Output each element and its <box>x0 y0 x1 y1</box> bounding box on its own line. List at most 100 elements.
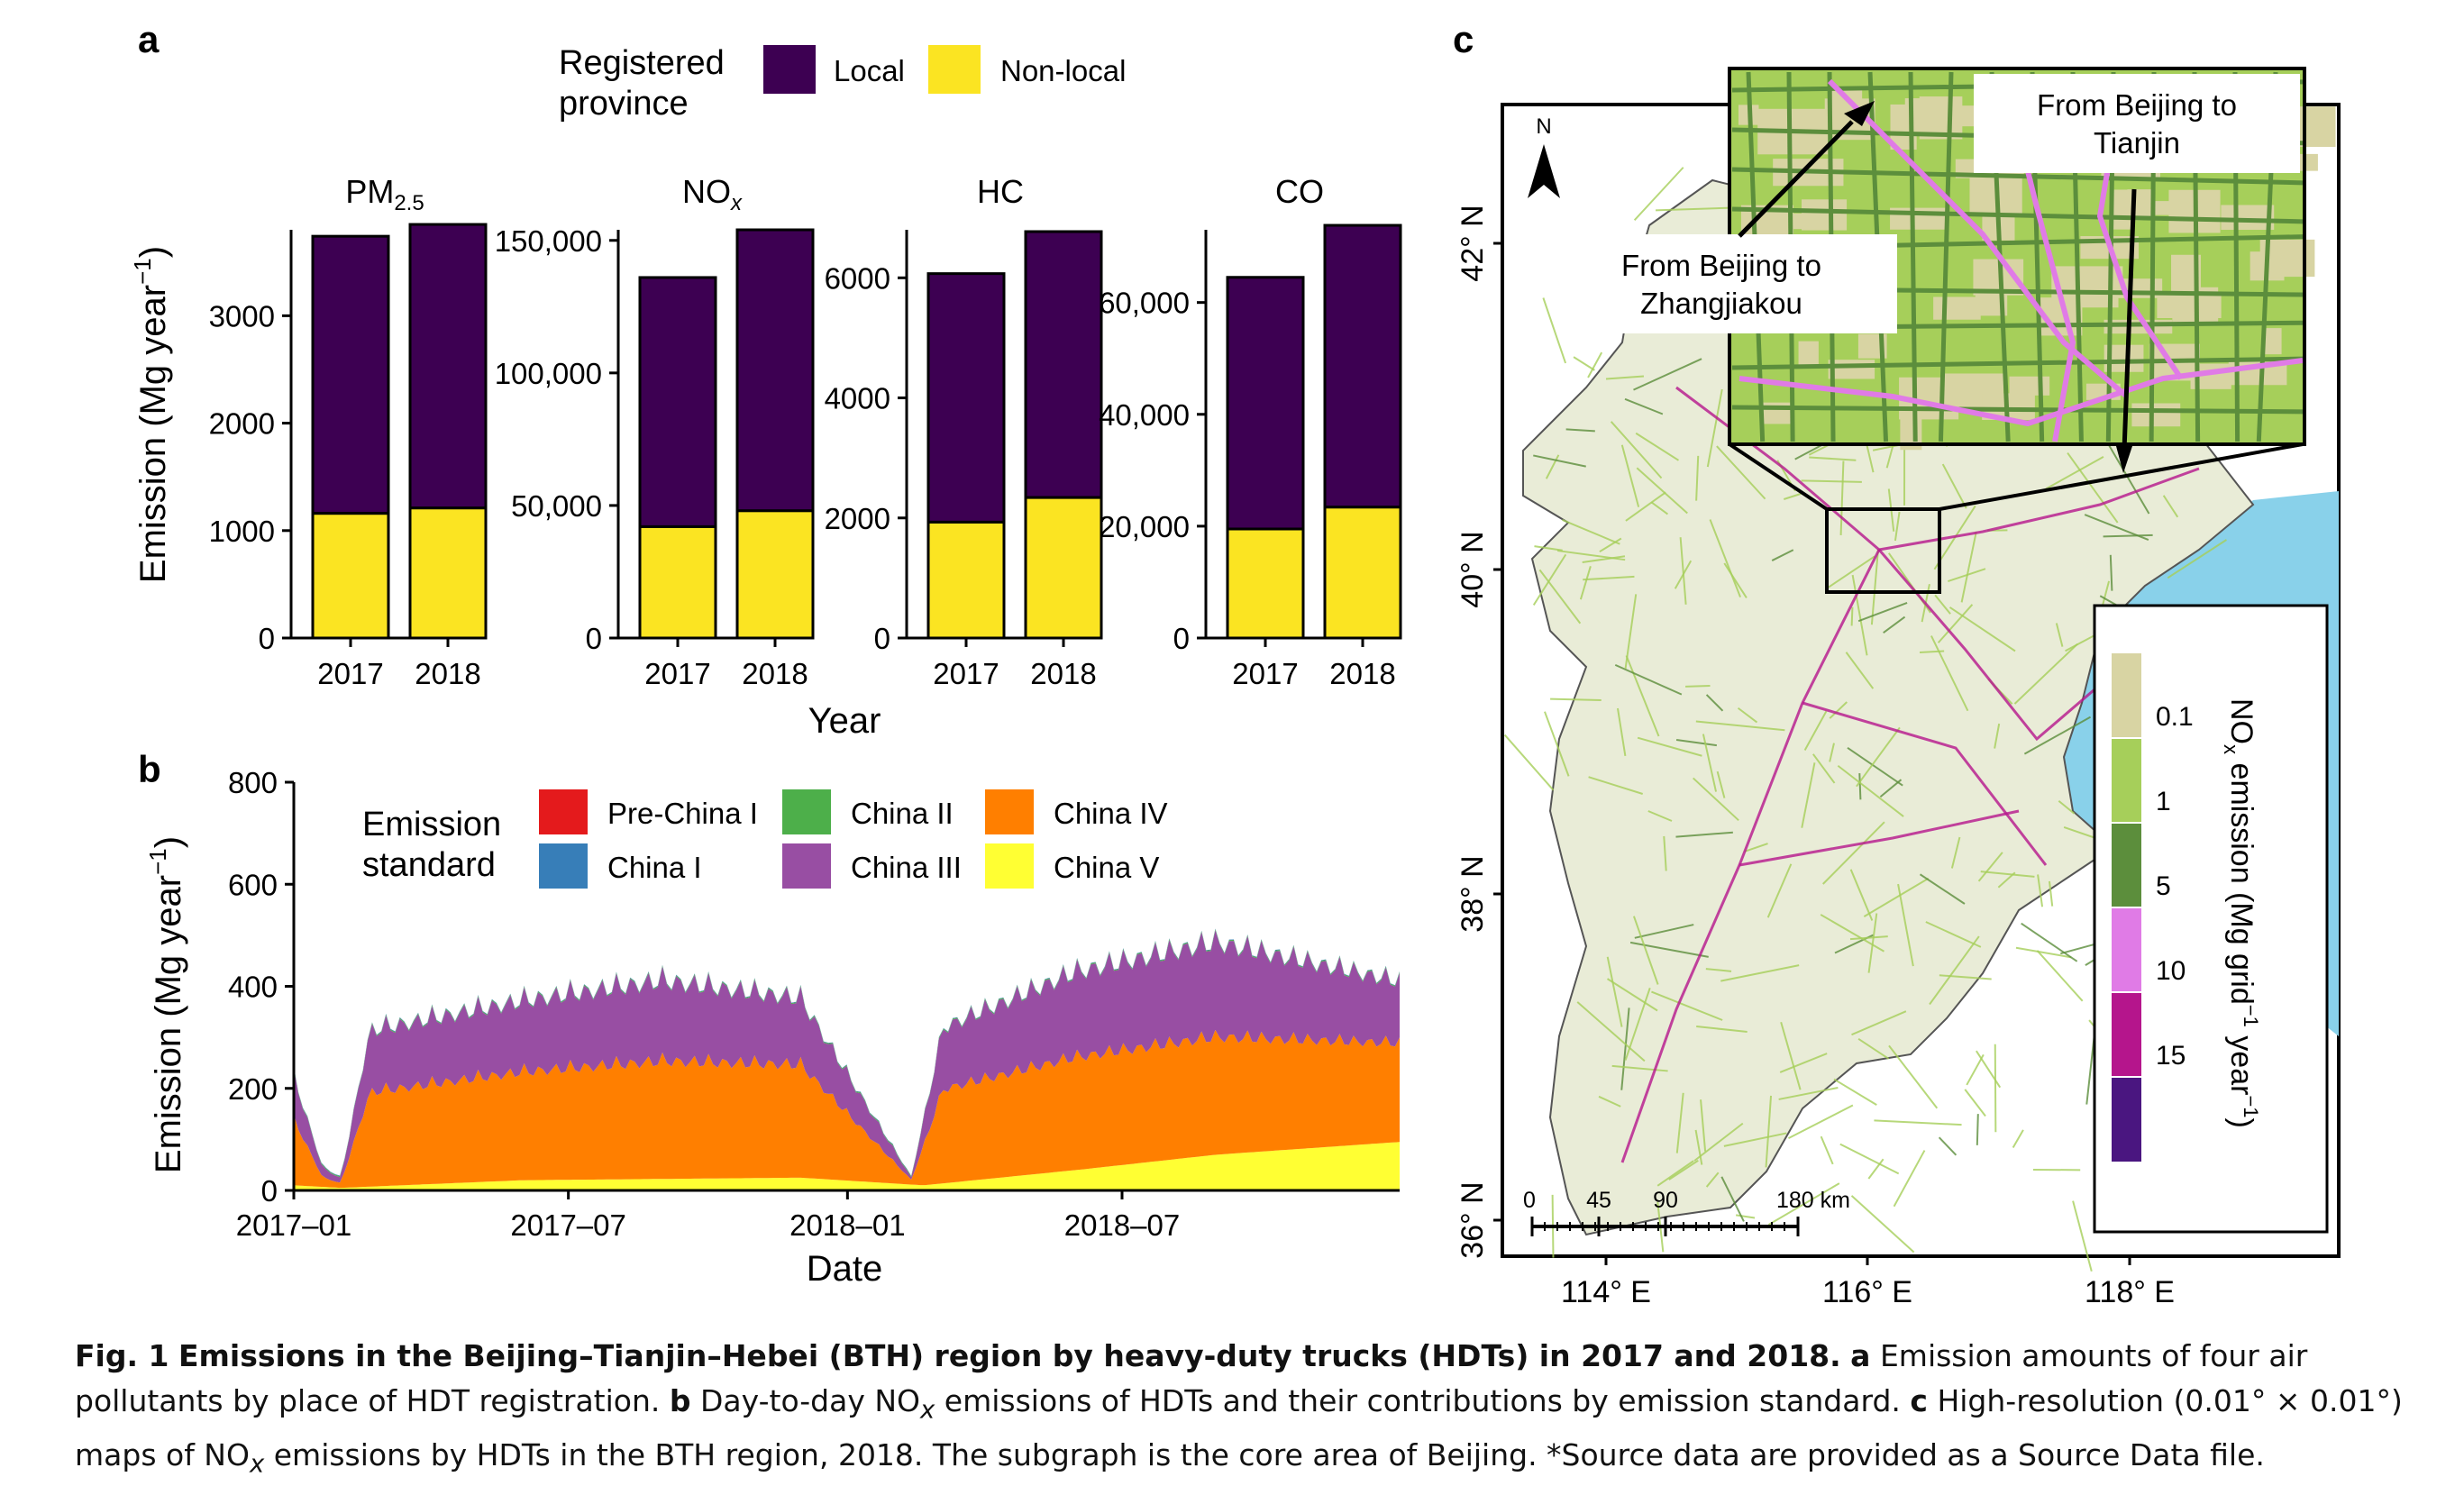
inset-cell <box>1905 98 1929 134</box>
colorbar-tick-label-0: 0.1 <box>2156 702 2194 732</box>
lon-116: 116° E <box>1822 1275 1912 1309</box>
bar-nonlocal-3-2017 <box>1227 529 1303 638</box>
caption-fig-label: Fig. 1 <box>75 1338 169 1373</box>
y-tick-label-0-1: 1000 <box>209 515 275 548</box>
y-tick-label-2-2: 4000 <box>825 382 890 415</box>
colorbar-tick-label-2: 5 <box>2156 871 2171 901</box>
y-tick-label-0-3: 3000 <box>209 299 275 333</box>
b-x-tick-label-1: 2017–07 <box>510 1208 625 1242</box>
chart-title-2: HC <box>977 173 1024 210</box>
lat-36: 36° N <box>1456 1181 1490 1258</box>
latitude-axis: 42° N 40° N 38° N 36° N <box>1456 205 1502 1258</box>
y-tick-label-0-0: 0 <box>259 622 275 655</box>
inset-cell <box>2010 377 2050 396</box>
colorbar-tick-label-1: 1 <box>2156 787 2171 816</box>
panel-a-y-axis-title: Emission (Mg year−1) <box>129 246 173 583</box>
lon-114: 114° E <box>1561 1275 1651 1309</box>
inset-cell <box>1933 296 1981 319</box>
scale-0: 0 <box>1523 1188 1536 1213</box>
bar-local-1-2017 <box>640 278 716 527</box>
legend-label-china-i: China I <box>607 851 702 884</box>
legend-a-title-2: province <box>559 85 689 123</box>
legend-label-china-iv: China IV <box>1054 797 1168 830</box>
colorbar-bin-4 <box>2112 992 2141 1077</box>
b-y-tick-label-400: 400 <box>228 971 278 1004</box>
x-tick-label-2-2018: 2018 <box>1030 657 1096 690</box>
map-legend-title: NOx emission (Mg grid−1 year−1) <box>2220 698 2262 1128</box>
callout-tianjin-line2: Tianjin <box>2094 126 2180 160</box>
scale-180: 180 km <box>1776 1188 1850 1213</box>
panel-b-x-axis-title: Date <box>807 1249 883 1289</box>
legend-label-china-ii: China II <box>851 797 954 830</box>
legend-label-local: Local <box>834 54 905 87</box>
colorbar-tick-label-3: 10 <box>2156 956 2186 986</box>
callout-tianjin-line1: From Beijing to <box>2037 88 2237 122</box>
legend-label-pre-china-i: Pre-China I <box>607 797 758 830</box>
colorbar-bin-2 <box>2112 823 2141 907</box>
inset-cell <box>1802 199 1847 230</box>
inset-cell <box>2221 205 2274 231</box>
b-y-tick-label-0: 0 <box>261 1174 278 1208</box>
inset-cell <box>1829 360 1875 378</box>
b-x-tick-label-3: 2018–07 <box>1064 1208 1180 1242</box>
y-tick-label-1-0: 0 <box>586 622 602 655</box>
north-label: N <box>1536 114 1551 139</box>
road-segment <box>1852 607 1853 626</box>
panel-a-label: a <box>138 18 160 60</box>
b-y-tick-label-200: 200 <box>228 1072 278 1106</box>
caption-c-label: c <box>1910 1383 1928 1418</box>
longitude-axis: 114° E 116° E 118° E <box>1561 1256 2175 1309</box>
colorbar-bin-3 <box>2112 907 2141 992</box>
legend-swatch-china-iv <box>985 789 1034 834</box>
lat-40: 40° N <box>1456 531 1490 607</box>
callout-zhangjiakou-line2: Zhangjiakou <box>1640 287 1802 320</box>
road-segment <box>1550 699 1602 700</box>
bar-nonlocal-1-2017 <box>640 526 716 638</box>
bar-local-2-2017 <box>928 274 1004 523</box>
chart-title-3: CO <box>1275 173 1324 210</box>
colorbar-bin-0 <box>2112 653 2141 738</box>
legend-b-title-2: standard <box>362 846 496 884</box>
b-y-tick-label-800: 800 <box>228 766 278 799</box>
caption-b-text: Day-to-day NO <box>700 1383 920 1418</box>
panel-c-label: c <box>1453 18 1474 60</box>
bar-local-2-2018 <box>1026 232 1101 497</box>
lat-42: 42° N <box>1456 205 1490 281</box>
panel-b-label: b <box>138 748 161 790</box>
road-segment <box>1995 1044 1996 1132</box>
y-tick-label-1-1: 50,000 <box>511 489 602 523</box>
figure: a Registered province Local Non-local PM… <box>0 0 2464 1325</box>
road-segment <box>1859 773 1860 799</box>
y-tick-label-3-3: 60,000 <box>1099 287 1190 320</box>
x-tick-label-0-2017: 2017 <box>317 657 383 690</box>
x-tick-label-1-2018: 2018 <box>742 657 808 690</box>
panel-b-y-axis-title: Emission (Mg year−1) <box>144 836 188 1173</box>
caption-b-text2: emissions of HDTs and their contribution… <box>945 1383 1901 1418</box>
y-tick-label-2-0: 0 <box>874 622 890 655</box>
y-tick-label-2-1: 2000 <box>825 502 890 535</box>
bar-local-1-2018 <box>737 230 813 511</box>
colorbar-tick-label-4: 15 <box>2156 1041 2186 1071</box>
map-panel: From Beijing to Tianjin From Beijing to … <box>1456 68 2339 1309</box>
bar-nonlocal-0-2018 <box>410 508 486 638</box>
bar-local-3-2017 <box>1227 278 1303 529</box>
x-tick-label-0-2018: 2018 <box>415 657 480 690</box>
bar-local-0-2017 <box>313 236 388 514</box>
y-tick-label-3-0: 0 <box>1173 622 1190 655</box>
legend-a-title-1: Registered <box>559 44 725 82</box>
b-x-tick-label-2: 2018–01 <box>789 1208 905 1242</box>
caption-c-text2: emissions by HDTs in the BTH region, 201… <box>274 1437 2265 1472</box>
b-y-tick-label-600: 600 <box>228 868 278 901</box>
bar-local-0-2018 <box>410 224 486 508</box>
panel-a-x-axis-title: Year <box>808 701 881 741</box>
y-tick-label-2-3: 6000 <box>825 261 890 295</box>
legend-swatch-china-ii <box>782 789 831 834</box>
bar-nonlocal-0-2017 <box>313 514 388 638</box>
bar-nonlocal-1-2018 <box>737 511 813 638</box>
legend-swatch-china-i <box>539 843 588 889</box>
caption-b-sub: x <box>920 1396 935 1425</box>
bar-local-3-2018 <box>1325 225 1401 507</box>
figure-caption: Fig. 1 Emissions in the Beijing–Tianjin–… <box>75 1334 2418 1486</box>
